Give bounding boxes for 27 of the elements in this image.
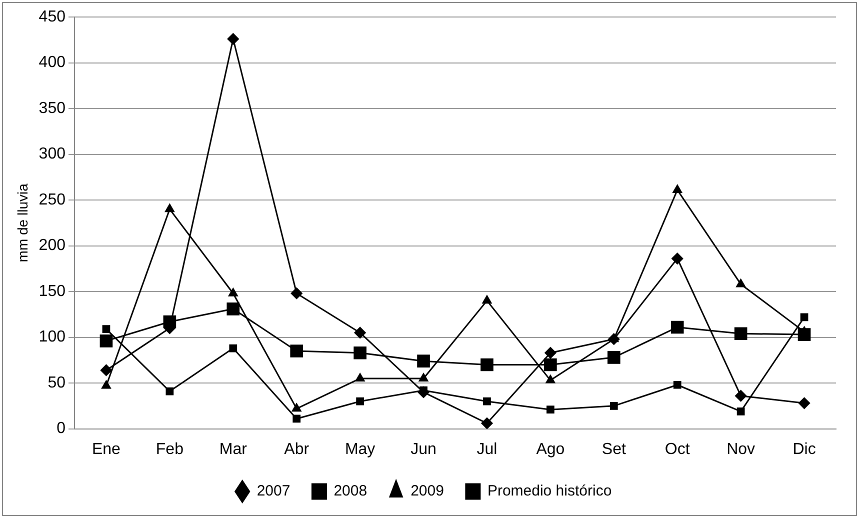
y-tick-label: 0 xyxy=(56,420,66,438)
y-tick-label: 450 xyxy=(38,8,66,26)
x-tick-label: Feb xyxy=(156,440,184,458)
x-tick-label: Set xyxy=(602,440,626,458)
x-tick-label: Ene xyxy=(92,440,121,458)
x-tick-label: Jun xyxy=(410,440,436,458)
legend-label: 2009 xyxy=(410,482,444,500)
x-tick-label: Dic xyxy=(792,440,816,458)
x-tick-label: Mar xyxy=(219,440,248,458)
x-tick-label: Nov xyxy=(726,440,756,458)
legend-label: 2008 xyxy=(334,482,368,500)
y-tick-label: 300 xyxy=(38,146,66,163)
legend-label: 2007 xyxy=(256,482,290,500)
y-tick-label: 50 xyxy=(48,374,66,392)
x-tick-label: May xyxy=(344,440,376,458)
x-tick-label: Jul xyxy=(476,440,498,458)
legend-label: Promedio histórico xyxy=(487,482,612,500)
y-tick-label: 150 xyxy=(38,282,66,300)
x-tick-label: Abr xyxy=(284,440,310,458)
x-tick-label: Ago xyxy=(536,440,565,458)
y-tick-label: 350 xyxy=(38,100,66,117)
y-tick-label: 250 xyxy=(38,191,66,208)
y-tick-label: 400 xyxy=(38,54,66,72)
y-tick-label: 200 xyxy=(38,237,66,254)
y-axis-title: mm de lluvia xyxy=(14,183,30,262)
x-tick-label: Oct xyxy=(664,440,690,458)
y-tick-label: 100 xyxy=(38,328,66,346)
